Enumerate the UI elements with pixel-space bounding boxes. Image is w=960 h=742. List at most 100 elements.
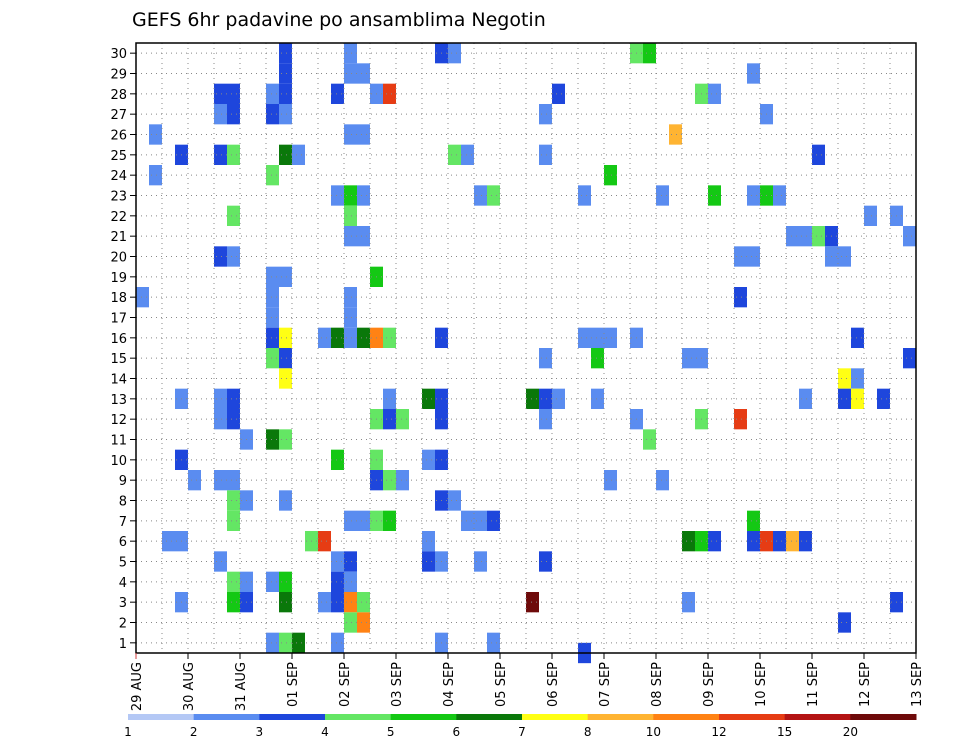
colorbar-label: 8 (584, 725, 592, 739)
y-tick-label: 22 (110, 210, 127, 225)
y-tick-label: 11 (110, 434, 127, 449)
heatmap-cell (266, 632, 279, 653)
heatmap-cell (279, 592, 292, 613)
heatmap-cell (812, 144, 825, 165)
heatmap-cell (422, 388, 435, 409)
x-tick-label: 29 AUG (130, 662, 145, 711)
colorbar-swatch (390, 714, 457, 720)
heatmap-cell (279, 368, 292, 389)
y-tick-label: 19 (110, 271, 127, 286)
y-tick-label: 20 (110, 251, 127, 266)
heatmap-cell (357, 185, 370, 206)
x-tick-label: 30 AUG (182, 662, 197, 711)
heatmap-cell (604, 327, 617, 348)
heatmap-cell (487, 185, 500, 206)
heatmap-cell (877, 388, 890, 409)
plot-frame (135, 42, 917, 654)
colorbar-swatch (456, 714, 523, 720)
colorbar-label: 5 (387, 725, 395, 739)
heatmap-cell (591, 388, 604, 409)
heatmap-cell (214, 551, 227, 572)
heatmap-cell (799, 388, 812, 409)
heatmap-cell (448, 144, 461, 165)
heatmap-cell (838, 368, 851, 389)
heatmap-cell (526, 592, 539, 613)
heatmap-cell (578, 185, 591, 206)
x-tick-label: 04 SEP (442, 662, 457, 707)
heatmap-cell (279, 348, 292, 369)
heatmap-cell (903, 348, 916, 369)
heatmap-cell (734, 287, 747, 308)
heatmap-cell (604, 470, 617, 491)
heatmap-cell (149, 165, 162, 186)
heatmap-cell (643, 429, 656, 450)
heatmap-cell (292, 144, 305, 165)
heatmap-cell (357, 510, 370, 531)
y-tick-label: 18 (110, 291, 127, 306)
colorbar-swatch (193, 714, 260, 720)
heatmap-cell (227, 592, 240, 613)
heatmap-cell (266, 266, 279, 287)
heatmap-cell (474, 510, 487, 531)
heatmap-cell (747, 185, 760, 206)
heatmap-cell (279, 327, 292, 348)
y-tick-label: 24 (110, 169, 127, 184)
heatmap-cell (227, 104, 240, 125)
x-tick-label: 10 SEP (754, 662, 769, 707)
y-tick-label: 15 (110, 352, 127, 367)
heatmap-cell (448, 43, 461, 64)
heatmap-cell (331, 327, 344, 348)
heatmap-cell (851, 388, 864, 409)
y-tick-label: 4 (119, 576, 127, 591)
y-tick-label: 1 (119, 637, 127, 652)
heatmap-cell (357, 592, 370, 613)
y-tick-label: 21 (110, 230, 127, 245)
heatmap-cell (591, 327, 604, 348)
heatmap-cell (357, 124, 370, 145)
heatmap-cell (344, 592, 357, 613)
heatmap-cell (747, 246, 760, 267)
heatmap-cell (383, 83, 396, 104)
heatmap-cell (474, 551, 487, 572)
x-tick-label: 07 SEP (598, 662, 613, 707)
heatmap-cell (838, 612, 851, 633)
heatmap-cell (656, 470, 669, 491)
heatmap-cell (539, 551, 552, 572)
heatmap-cell (461, 144, 474, 165)
heatmap-cell (214, 246, 227, 267)
x-tick-label: 08 SEP (650, 662, 665, 707)
x-tick-label: 12 SEP (858, 662, 873, 707)
heatmap-cell (461, 510, 474, 531)
x-tick-label: 01 SEP (286, 662, 301, 707)
heatmap-cell (734, 409, 747, 430)
heatmap-cell (292, 632, 305, 653)
y-tick-label: 16 (110, 332, 127, 347)
heatmap-cell (331, 449, 344, 470)
heatmap-cell (487, 510, 500, 531)
colorbar-swatch (128, 714, 195, 720)
heatmap-cell (864, 205, 877, 226)
y-tick-label: 25 (110, 149, 127, 164)
heatmap-cell (266, 287, 279, 308)
colorbar-swatch (719, 714, 786, 720)
heatmap-cell (227, 246, 240, 267)
colorbar-label: 12 (711, 725, 726, 739)
colorbar-label: 4 (321, 725, 329, 739)
heatmap-cell (279, 104, 292, 125)
heatmap-cell (227, 388, 240, 409)
heatmap-cell (266, 104, 279, 125)
colorbar-swatch (850, 714, 917, 720)
colorbar-swatch (259, 714, 326, 720)
heatmap-cell (266, 348, 279, 369)
heatmap-cell (708, 185, 721, 206)
heatmap-cell (279, 43, 292, 64)
heatmap-cell (851, 327, 864, 348)
heatmap-cell (669, 124, 682, 145)
heatmap-cell (344, 124, 357, 145)
x-tick-label: 03 SEP (390, 662, 405, 707)
heatmap-cell (266, 83, 279, 104)
heatmap-cell (383, 327, 396, 348)
x-tick-label: 13 SEP (910, 662, 925, 707)
y-tick-label: 26 (110, 129, 127, 144)
heatmap-cell (357, 327, 370, 348)
